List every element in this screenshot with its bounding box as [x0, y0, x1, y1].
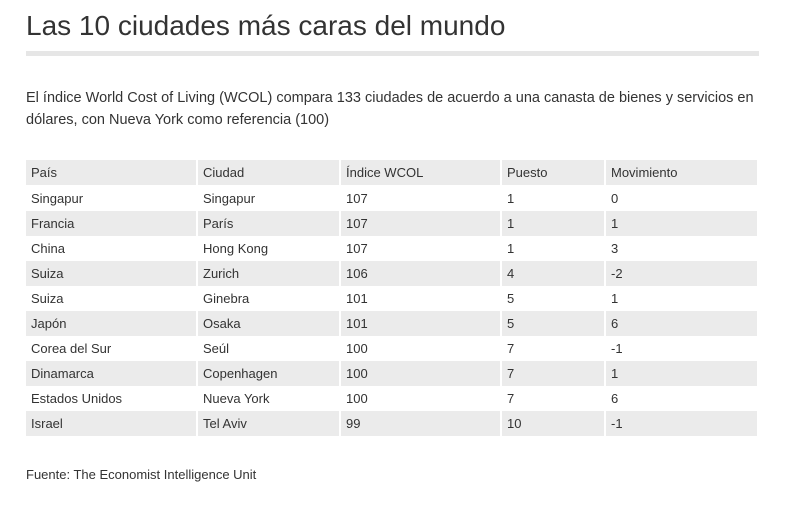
table-header-row: País Ciudad Índice WCOL Puesto Movimient…	[26, 160, 757, 186]
cell-movimiento: 1	[611, 291, 619, 306]
cell-pais: Dinamarca	[26, 361, 198, 386]
chart-description: El índice World Cost of Living (WCOL) co…	[26, 90, 754, 128]
cell-indice-wcol: 99	[340, 411, 502, 436]
cell-puesto: 7	[501, 336, 606, 361]
cell-ciudad: Hong Kong	[197, 236, 341, 261]
column-header-movimiento: Movimiento	[611, 165, 678, 180]
cell-indice-wcol: 100	[340, 336, 502, 361]
cell-pais: Estados Unidos	[26, 386, 198, 411]
cell-ciudad: Seúl	[197, 336, 341, 361]
cell-movimiento: -2	[611, 266, 623, 281]
cell-ciudad: Osaka	[197, 311, 341, 336]
column-header-pais: País	[26, 160, 198, 186]
cell-ciudad: París	[197, 211, 341, 236]
cell-pais: Japón	[26, 311, 198, 336]
cell-movimiento: 1	[611, 216, 619, 231]
table-row: Suiza Ginebra 101 5 1	[26, 286, 757, 311]
cell-puesto: 7	[501, 361, 606, 386]
cell-pais: Francia	[26, 211, 198, 236]
table-body: Singapur Singapur 107 1 0 Francia París 107 1 1 Ch…	[26, 185, 757, 436]
cell-puesto: 7	[501, 386, 606, 411]
cell-pais: Suiza	[26, 286, 198, 311]
table-row: Singapur Singapur 107 1 0	[26, 185, 757, 211]
cell-indice-wcol: 107	[340, 185, 502, 211]
cell-indice-wcol: 106	[340, 261, 502, 286]
cell-pais: China	[26, 236, 198, 261]
cell-puesto: 5	[501, 311, 606, 336]
source-note: Fuente: The Economist Intelligence Unit	[26, 467, 257, 482]
cell-puesto: 1	[501, 185, 606, 211]
cell-pais: Israel	[26, 411, 198, 436]
cell-ciudad: Nueva York	[197, 386, 341, 411]
cell-ciudad: Zurich	[197, 261, 341, 286]
cell-indice-wcol: 107	[340, 211, 502, 236]
cell-ciudad: Copenhagen	[197, 361, 341, 386]
cell-puesto: 4	[501, 261, 606, 286]
table-row: Dinamarca Copenhagen 100 7 1	[26, 361, 757, 386]
cell-ciudad: Ginebra	[197, 286, 341, 311]
table-row: Corea del Sur Seúl 100 7 -1	[26, 336, 757, 361]
cell-indice-wcol: 101	[340, 311, 502, 336]
cell-movimiento: 3	[611, 241, 619, 256]
table-row: Francia París 107 1 1	[26, 211, 757, 236]
column-header-indice-wcol: Índice WCOL	[340, 160, 502, 186]
table-row: Estados Unidos Nueva York 100 7 6	[26, 386, 757, 411]
cell-movimiento: 1	[611, 366, 619, 381]
cell-puesto: 10	[501, 411, 606, 436]
table-row: Israel Tel Aviv 99 10 -1	[26, 411, 757, 436]
cell-ciudad: Singapur	[197, 185, 341, 211]
table-row: Japón Osaka 101 5 6	[26, 311, 757, 336]
cell-indice-wcol: 100	[340, 361, 502, 386]
cell-movimiento: 6	[611, 316, 619, 331]
column-header-puesto: Puesto	[501, 160, 606, 186]
cell-indice-wcol: 107	[340, 236, 502, 261]
cell-ciudad: Tel Aviv	[197, 411, 341, 436]
column-header-ciudad: Ciudad	[197, 160, 341, 186]
title-divider	[26, 51, 759, 56]
table-row: Suiza Zurich 106 4 -2	[26, 261, 757, 286]
chart-title: Las 10 ciudades más caras del mundo	[26, 10, 506, 41]
data-table: País Ciudad Índice WCOL Puesto Movimient…	[26, 160, 757, 436]
cell-movimiento: 6	[611, 391, 619, 406]
cell-pais: Suiza	[26, 261, 198, 286]
cell-puesto: 1	[501, 236, 606, 261]
cell-puesto: 1	[501, 211, 606, 236]
cell-pais: Singapur	[26, 185, 198, 211]
cell-movimiento: -1	[611, 341, 623, 356]
cell-movimiento: 0	[611, 191, 619, 206]
cell-pais: Corea del Sur	[26, 336, 198, 361]
cell-indice-wcol: 100	[340, 386, 502, 411]
table-row: China Hong Kong 107 1 3	[26, 236, 757, 261]
cell-puesto: 5	[501, 286, 606, 311]
cell-movimiento: -1	[611, 416, 623, 431]
cell-indice-wcol: 101	[340, 286, 502, 311]
